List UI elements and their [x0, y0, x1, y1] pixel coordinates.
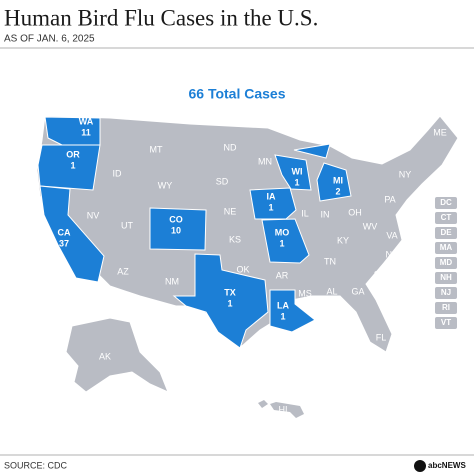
- state-abbr: VA: [386, 230, 397, 240]
- case-count: 1: [70, 160, 75, 170]
- state-abbr: NE: [224, 206, 237, 216]
- state-abbr: LA: [277, 300, 289, 310]
- case-count: 10: [171, 225, 181, 235]
- state-abbr: NV: [87, 210, 100, 220]
- small-state-abbr: NH: [440, 273, 452, 282]
- small-state-box: [435, 242, 457, 254]
- state-shape: [269, 289, 316, 333]
- state-abbr: HI: [279, 404, 288, 414]
- small-state-abbr: RI: [442, 303, 450, 312]
- small-state-box: [435, 272, 457, 284]
- state-abbr: AL: [326, 286, 337, 296]
- total-cases: 66 Total Cases: [188, 86, 285, 102]
- state-abbr: KY: [337, 235, 349, 245]
- state-abbr: FL: [376, 332, 387, 342]
- state-shape: [37, 144, 101, 191]
- brand: abcNEWS: [428, 461, 466, 470]
- state-abbr: NC: [386, 249, 399, 259]
- state-abbr: MO: [275, 227, 290, 237]
- small-state-box: [435, 317, 457, 329]
- small-state-box: [435, 287, 457, 299]
- small-state-abbr: VT: [441, 318, 451, 327]
- state-abbr: AR: [276, 270, 289, 280]
- state-abbr: NY: [399, 169, 412, 179]
- title: Human Bird Flu Cases in the U.S.: [4, 5, 318, 30]
- state-abbr: UT: [121, 220, 133, 230]
- state-abbr: WA: [79, 116, 94, 126]
- subtitle: AS OF JAN. 6, 2025: [4, 34, 95, 45]
- case-count: 2: [335, 186, 340, 196]
- state-abbr: NM: [165, 276, 179, 286]
- state-abbr: TX: [224, 287, 236, 297]
- state-abbr: SD: [216, 176, 229, 186]
- state-shape: [149, 207, 207, 251]
- state-shape: [261, 218, 310, 264]
- small-state-box: [435, 302, 457, 314]
- state-abbr: WY: [158, 180, 173, 190]
- state-abbr: MS: [298, 288, 312, 298]
- state-abbr: PA: [384, 194, 395, 204]
- case-count: 1: [227, 298, 232, 308]
- state-shape: [39, 185, 105, 283]
- case-count: 1: [279, 238, 284, 248]
- state-abbr: KS: [229, 234, 241, 244]
- hawaii: [258, 400, 304, 418]
- small-state-abbr: DE: [440, 228, 452, 237]
- case-count: 37: [59, 238, 69, 248]
- state-abbr: WV: [363, 221, 378, 231]
- state-abbr: ND: [224, 142, 237, 152]
- state-abbr: GA: [351, 286, 364, 296]
- state-shape: [249, 187, 297, 220]
- state-abbr: ME: [433, 127, 447, 137]
- state-abbr: TN: [324, 256, 336, 266]
- state-abbr: AZ: [117, 266, 129, 276]
- small-state-abbr: MD: [440, 258, 453, 267]
- brand-logo: [414, 460, 426, 472]
- small-state-box: [435, 212, 457, 224]
- state-abbr: OK: [236, 264, 249, 274]
- state-shape: [172, 253, 269, 349]
- highlighted-states: [37, 116, 352, 349]
- state-abbr: ID: [113, 168, 123, 178]
- state-abbr: MT: [150, 144, 163, 154]
- contiguous-us: [36, 115, 459, 353]
- alaska: [65, 317, 169, 393]
- state-abbr: CO: [169, 214, 183, 224]
- case-count: 11: [81, 127, 91, 137]
- case-count: 1: [280, 311, 285, 321]
- state-abbr: IN: [321, 209, 330, 219]
- small-state-box: [435, 257, 457, 269]
- source: SOURCE: CDC: [4, 460, 68, 470]
- small-state-abbr: MA: [440, 243, 453, 252]
- state-abbr: OH: [348, 207, 362, 217]
- state-abbr: WI: [292, 166, 303, 176]
- case-count: 1: [268, 202, 273, 212]
- case-count: 1: [294, 177, 299, 187]
- small-state-abbr: CT: [441, 213, 452, 222]
- state-abbr: IL: [301, 208, 309, 218]
- state-abbr: MN: [258, 156, 272, 166]
- state-abbr: MI: [333, 175, 343, 185]
- us-map: [36, 115, 459, 418]
- state-abbr: AK: [99, 351, 111, 361]
- state-abbr: CA: [58, 227, 71, 237]
- state-abbr: IA: [267, 191, 277, 201]
- state-shape: [274, 154, 312, 191]
- state-abbr: OR: [66, 149, 80, 159]
- small-state-box: [435, 197, 457, 209]
- small-state-abbr: DC: [440, 198, 452, 207]
- small-states: DC CT DE MA MD NH NJ RI VT: [435, 197, 457, 329]
- small-state-box: [435, 227, 457, 239]
- small-state-abbr: NJ: [441, 288, 451, 297]
- state-abbr: SC: [374, 269, 387, 279]
- state-shape: [293, 143, 352, 202]
